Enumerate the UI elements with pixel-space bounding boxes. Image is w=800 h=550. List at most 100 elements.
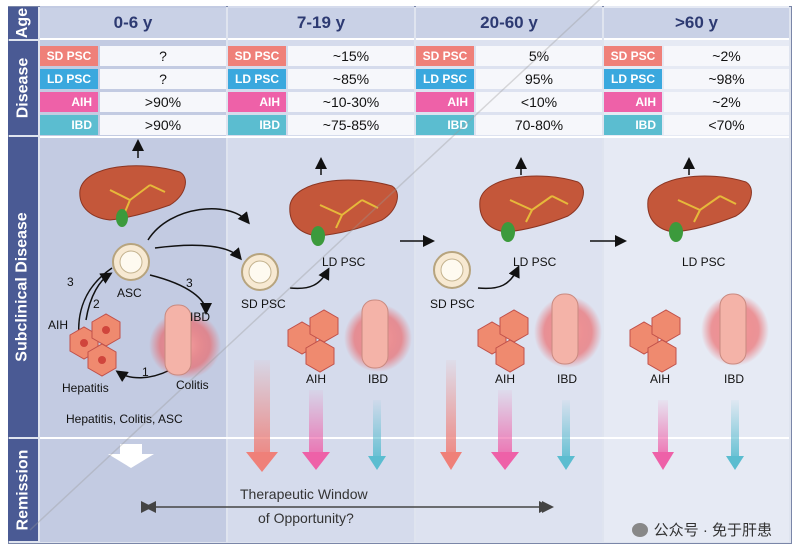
step-1: 1 [142,365,149,379]
remission-arrow [246,360,278,472]
remission-arrow [302,390,330,470]
row-aih-7-19: AIH ~10-30% [228,91,414,113]
row-sd-psc-0-6: SD PSC ? [40,45,226,67]
row-aih-60plus: AIH ~2% [604,91,789,113]
remission-arrow [557,400,575,470]
label-ld-psc: LD PSC [322,255,366,269]
tag-ld-psc: LD PSC [40,69,98,89]
liver-icon [479,175,584,242]
row-ld-psc-60plus: LD PSC ~98% [604,68,789,90]
value-ld-psc: ~85% [288,69,414,89]
colon-icon [701,293,769,366]
label-aih: AIH [48,318,69,332]
remission-arrow [491,390,519,470]
value-ibd: 70-80% [476,115,602,135]
tag-aih: AIH [40,92,98,112]
row-sd-psc-60plus: SD PSC ~2% [604,45,789,67]
label-ibd: IBD [190,310,211,324]
value-ibd: <70% [664,115,789,135]
label-aih: AIH [495,372,516,386]
tag-ibd: IBD [416,115,474,135]
row-aih-20-60: AIH <10% [416,91,602,113]
row-ld-psc-20-60: LD PSC 95% [416,68,602,90]
value-sd-psc: ~2% [664,46,789,66]
row-ld-psc-7-19: LD PSC ~85% [228,68,414,90]
row-aih-0-6: AIH >90% [40,91,226,113]
tag-ibd: IBD [228,115,286,135]
tag-ibd: IBD [604,115,662,135]
tag-sd-psc: SD PSC [604,46,662,66]
account-watermark: 公众号 · 免于肝患 [631,519,772,540]
bile-duct-icon [433,251,471,289]
value-sd-psc: ? [100,46,226,66]
liver-icon [289,179,398,246]
value-aih: ~10-30% [288,92,414,112]
remission-arrow [368,400,386,470]
liver-icon [79,165,186,227]
row-label-age: Age [8,7,38,39]
liver-icon [647,175,752,242]
value-ld-psc: 95% [476,69,602,89]
colon-icon [149,304,221,379]
row-sd-psc-7-19: SD PSC ~15% [228,45,414,67]
value-sd-psc: ~15% [288,46,414,66]
tag-ibd: IBD [40,115,98,135]
age-header-60plus: >60 y [604,8,789,40]
tag-ld-psc: LD PSC [228,69,286,89]
label-ibd: IBD [557,372,578,386]
hepatocyte-cells-icon [69,313,121,377]
label-ld-psc: LD PSC [513,255,557,269]
tag-ld-psc: LD PSC [604,69,662,89]
tag-aih: AIH [416,92,474,112]
watermark-text: 公众号 · 免于肝患 [653,522,772,539]
tag-aih: AIH [604,92,662,112]
tag-sd-psc: SD PSC [40,46,98,66]
label-sd-psc: SD PSC [430,297,475,311]
tag-ld-psc: LD PSC [416,69,474,89]
tag-sd-psc: SD PSC [416,46,474,66]
row-ibd-60plus: IBD <70% [604,114,789,136]
colon-icon [534,293,602,368]
row-sd-psc-20-60: SD PSC 5% [416,45,602,67]
age-header-20-60: 20-60 y [416,8,602,40]
bile-duct-icon [112,243,150,281]
value-sd-psc: 5% [476,46,602,66]
tag-aih: AIH [228,92,286,112]
label-opportunity: of Opportunity? [258,510,354,526]
colon-icon [344,299,412,372]
remission-arrow [652,400,674,470]
age-header-7-19: 7-19 y [228,8,414,40]
row-ld-psc-0-6: LD PSC ? [40,68,226,90]
bile-duct-icon [241,253,279,291]
row-ibd-7-19: IBD ~75-85% [228,114,414,136]
step-2: 2 [93,297,100,311]
value-ibd: ~75-85% [288,115,414,135]
value-ld-psc: ? [100,69,226,89]
label-aih: AIH [306,372,327,386]
row-ibd-0-6: IBD >90% [40,114,226,136]
label-asc: ASC [117,286,142,300]
label-early-summary: Hepatitis, Colitis, ASC [66,412,183,426]
hepatocyte-cells-icon [629,309,681,373]
wechat-icon [631,522,648,537]
step-3a: 3 [67,275,74,289]
value-aih: ~2% [664,92,789,112]
label-therapeutic-window: Therapeutic Window [240,486,368,502]
hepatocyte-cells-icon [477,309,529,373]
label-hepatitis: Hepatitis [62,381,109,395]
row-label-subclinical: Subclinical Disease [8,137,38,437]
remission-arrow [108,444,154,468]
value-aih: <10% [476,92,602,112]
label-colitis: Colitis [176,378,209,392]
value-ibd: >90% [100,115,226,135]
label-sd-psc: SD PSC [241,297,286,311]
value-aih: >90% [100,92,226,112]
label-ibd: IBD [368,372,389,386]
age-header-0-6: 0-6 y [40,8,226,40]
label-ibd: IBD [724,372,745,386]
label-aih: AIH [650,372,671,386]
row-ibd-20-60: IBD 70-80% [416,114,602,136]
hepatocyte-cells-icon [287,309,339,373]
step-3b: 3 [186,276,193,290]
